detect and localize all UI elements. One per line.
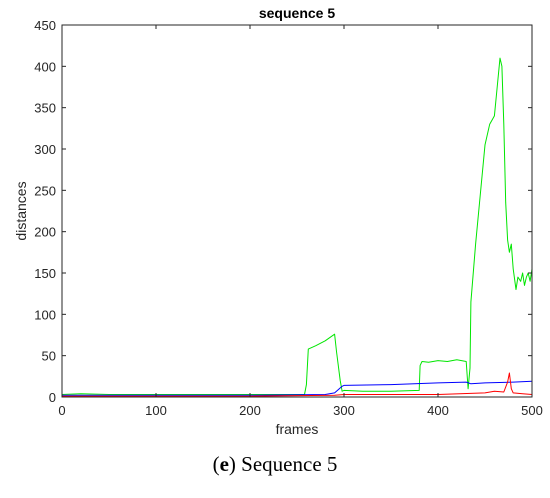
y-tick-label: 250 [34, 183, 56, 198]
x-tick-label: 500 [521, 403, 543, 418]
caption-letter: e [219, 452, 229, 476]
y-axis-label: distances [13, 181, 29, 240]
y-tick-label: 50 [42, 349, 56, 364]
plot-area [62, 25, 532, 397]
x-tick-label: 300 [333, 403, 355, 418]
y-tick-label: 200 [34, 225, 56, 240]
x-tick-label: 0 [58, 403, 65, 418]
y-tick-label: 450 [34, 18, 56, 33]
chart-title: sequence 5 [259, 5, 335, 21]
plot-frame [61, 24, 533, 398]
x-tick-label: 200 [239, 403, 261, 418]
series-line-2 [62, 380, 533, 396]
series-line-1 [61, 57, 533, 395]
figure-caption: (e) Sequence 5 [212, 452, 338, 476]
x-tick-label: 100 [145, 403, 167, 418]
x-axis-label: frames [276, 421, 319, 437]
x-tick-label: 400 [427, 403, 449, 418]
y-tick-label: 0 [49, 390, 56, 405]
ticks-layer: 0 100 200 300 400 500 0 50 100 150 200 250 300 350 400… [34, 18, 543, 418]
y-tick-label: 150 [34, 266, 56, 281]
series-line-3 [62, 372, 533, 397]
y-tick-label: 400 [34, 59, 56, 74]
y-tick-label: 350 [34, 101, 56, 116]
y-tick-label: 100 [34, 307, 56, 322]
series-layer [61, 57, 533, 397]
caption-text: Sequence 5 [241, 452, 338, 476]
y-tick-label: 300 [34, 142, 56, 157]
